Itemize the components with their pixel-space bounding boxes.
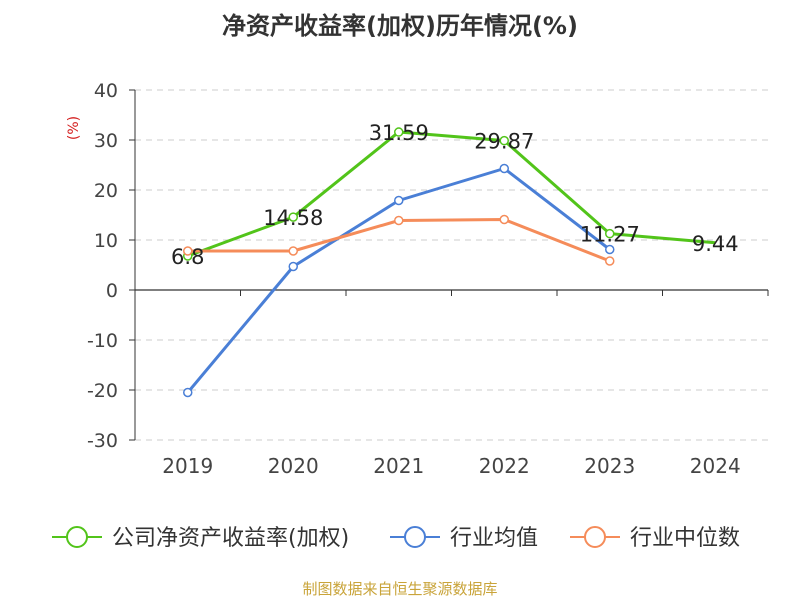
source-footer: 制图数据来自恒生聚源数据库 xyxy=(302,580,498,598)
legend-label-industry_avg: 行业均值 xyxy=(450,526,538,551)
legend: 公司净资产收益率(加权) 行业均值 行业中位数 xyxy=(52,526,740,551)
data-point-industry_avg xyxy=(288,261,298,272)
legend-marker-industry_avg xyxy=(404,526,426,548)
y-tick-label: 20 xyxy=(94,180,118,202)
data-point-company xyxy=(288,212,298,222)
x-tick-label: 2024 xyxy=(690,454,741,478)
data-point-industry_median xyxy=(183,246,193,256)
axes: 40 30 20 10 0 -10 -20 -30 2019 2020 2021 2022 2023 20… xyxy=(66,80,769,478)
data-point-industry_avg xyxy=(394,195,404,206)
y-tick-label: 0 xyxy=(106,280,118,302)
data-point-company xyxy=(394,127,404,137)
data-point-industry_avg xyxy=(499,163,509,174)
y-tick-label: 10 xyxy=(94,230,118,252)
data-point-industry_avg xyxy=(183,387,193,398)
data-label: 9.44 xyxy=(692,232,739,256)
data-point-industry_median xyxy=(499,214,509,225)
x-tick-label: 2021 xyxy=(373,454,424,478)
legend-marker-company xyxy=(66,526,88,548)
data-label: 29.87 xyxy=(474,130,534,154)
data-label: 11.27 xyxy=(580,223,640,247)
chart-title: 净资产收益率(加权)历年情况(%) xyxy=(222,12,578,40)
legend-label-industry_median: 行业中位数 xyxy=(630,526,740,551)
data-point-industry_median xyxy=(394,215,404,226)
data-point-industry_median xyxy=(288,246,298,256)
x-tick-label: 2019 xyxy=(162,454,213,478)
x-tick-label: 2020 xyxy=(268,454,319,478)
legend-marker-industry_median xyxy=(584,526,606,548)
data-label: 6.8 xyxy=(171,245,204,269)
data-label: 14.58 xyxy=(263,206,323,230)
y-unit-label: (%) xyxy=(66,116,82,140)
y-tick-label: -20 xyxy=(87,380,118,402)
data-labels: 6.8 14.58 31.59 29.87 11.27 9.44 xyxy=(171,121,739,269)
data-point-company xyxy=(499,135,509,146)
y-tick-label: -30 xyxy=(87,430,118,452)
series-lines xyxy=(183,127,716,398)
legend-label-company: 公司净资产收益率(加权) xyxy=(112,526,349,551)
y-tick-label: 40 xyxy=(94,80,118,102)
data-point-company xyxy=(605,228,615,239)
data-point-industry_median xyxy=(605,256,615,266)
data-point-industry_avg xyxy=(605,244,615,255)
y-tick-label: -10 xyxy=(87,330,118,352)
series-line-company xyxy=(187,130,716,258)
y-tick-label: 30 xyxy=(94,130,118,152)
x-tick-label: 2022 xyxy=(479,454,530,478)
x-tick-label: 2023 xyxy=(584,454,635,478)
gridlines xyxy=(135,89,768,441)
data-label: 31.59 xyxy=(369,121,429,145)
